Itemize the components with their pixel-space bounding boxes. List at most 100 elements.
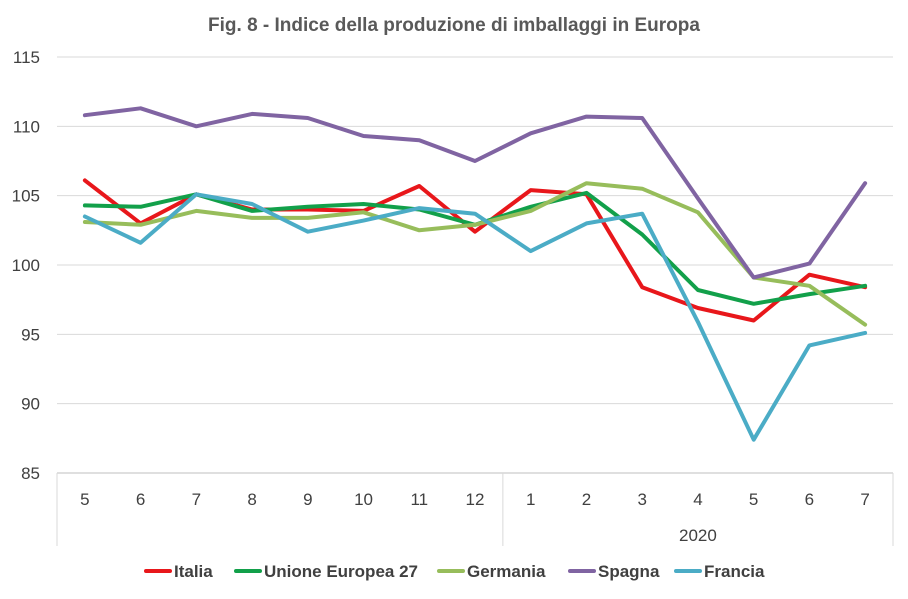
x-tick-label: 5: [749, 490, 758, 509]
data-point: [807, 343, 811, 347]
data-point: [473, 212, 477, 216]
data-point: [83, 178, 87, 182]
x-tick-label: 6: [805, 490, 814, 509]
legend-label: Germania: [467, 562, 546, 581]
data-point: [83, 203, 87, 207]
data-point: [863, 181, 867, 185]
data-point: [696, 320, 700, 324]
data-point: [306, 205, 310, 209]
x-tick-label: 1: [526, 490, 535, 509]
y-tick-label: 105: [12, 187, 40, 206]
data-point: [417, 184, 421, 188]
data-point: [139, 241, 143, 245]
data-point: [194, 209, 198, 213]
data-point: [696, 196, 700, 200]
data-point: [529, 188, 533, 192]
x-tick-label: 2: [582, 490, 591, 509]
data-point: [696, 306, 700, 310]
legend: Italia Unione Europea 27 Germania Spagna Fra…: [144, 562, 765, 581]
x-tick-label: 10: [354, 490, 373, 509]
y-axis: 85 90 95 100 105 110 115: [12, 48, 40, 483]
data-point: [473, 230, 477, 234]
x-tick-label: 5: [80, 490, 89, 509]
series-line-spagna: [82, 106, 868, 280]
x-tick-label: 7: [860, 490, 869, 509]
data-point: [640, 285, 644, 289]
legend-label: Unione Europea 27: [264, 562, 418, 581]
x-tick-label: 8: [247, 490, 256, 509]
data-point: [752, 275, 756, 279]
data-point: [584, 191, 588, 195]
series-line-italia: [82, 178, 868, 323]
y-tick-label: 100: [12, 256, 40, 275]
data-point: [752, 302, 756, 306]
data-point: [696, 210, 700, 214]
x-group-label: 2020: [679, 526, 717, 545]
series-line-germania: [82, 181, 868, 327]
data-point: [306, 230, 310, 234]
data-point: [417, 138, 421, 142]
y-tick-label: 85: [21, 464, 40, 483]
data-point: [807, 273, 811, 277]
x-tick-label: 6: [136, 490, 145, 509]
data-point: [640, 116, 644, 120]
legend-label: Italia: [174, 562, 213, 581]
data-point: [362, 202, 366, 206]
data-point: [362, 210, 366, 214]
data-point: [584, 115, 588, 119]
x-tick-label: 7: [192, 490, 201, 509]
data-point: [584, 181, 588, 185]
data-point: [306, 216, 310, 220]
data-point: [473, 223, 477, 227]
data-point: [807, 292, 811, 296]
legend-label: Francia: [704, 562, 765, 581]
data-point: [640, 232, 644, 236]
chart-title: Fig. 8 - Indice della produzione di imba…: [208, 15, 700, 36]
data-point: [640, 187, 644, 191]
y-tick-label: 95: [21, 325, 40, 344]
data-point: [194, 124, 198, 128]
x-tick-label: 3: [637, 490, 646, 509]
data-point: [584, 221, 588, 225]
y-tick-label: 115: [13, 48, 40, 67]
data-point: [83, 214, 87, 218]
data-point: [362, 134, 366, 138]
data-point: [250, 216, 254, 220]
data-point: [306, 116, 310, 120]
data-point: [139, 223, 143, 227]
data-point: [807, 284, 811, 288]
data-point: [250, 112, 254, 116]
series-line-unione-europea-27: [82, 190, 868, 306]
x-tick-label: 12: [466, 490, 485, 509]
data-point: [362, 219, 366, 223]
data-point: [83, 113, 87, 117]
data-point: [139, 106, 143, 110]
data-point: [250, 202, 254, 206]
grid-layer: [57, 56, 893, 474]
data-point: [863, 284, 867, 288]
data-point: [752, 318, 756, 322]
y-tick-label: 90: [21, 395, 40, 414]
x-tick-label: 11: [410, 490, 428, 509]
data-point: [863, 323, 867, 327]
data-point: [417, 206, 421, 210]
data-point: [696, 288, 700, 292]
data-point: [529, 209, 533, 213]
data-point: [417, 228, 421, 232]
y-tick-label: 110: [13, 117, 40, 136]
data-point: [863, 331, 867, 335]
data-point: [529, 249, 533, 253]
data-point: [752, 438, 756, 442]
series-line-francia: [82, 192, 868, 442]
data-point: [529, 131, 533, 135]
data-point: [807, 262, 811, 266]
legend-label: Spagna: [598, 562, 660, 581]
series-layer: [82, 106, 868, 442]
data-point: [194, 192, 198, 196]
data-point: [83, 220, 87, 224]
x-tick-label: 9: [303, 490, 312, 509]
x-tick-label: 4: [693, 490, 702, 509]
data-point: [139, 205, 143, 209]
